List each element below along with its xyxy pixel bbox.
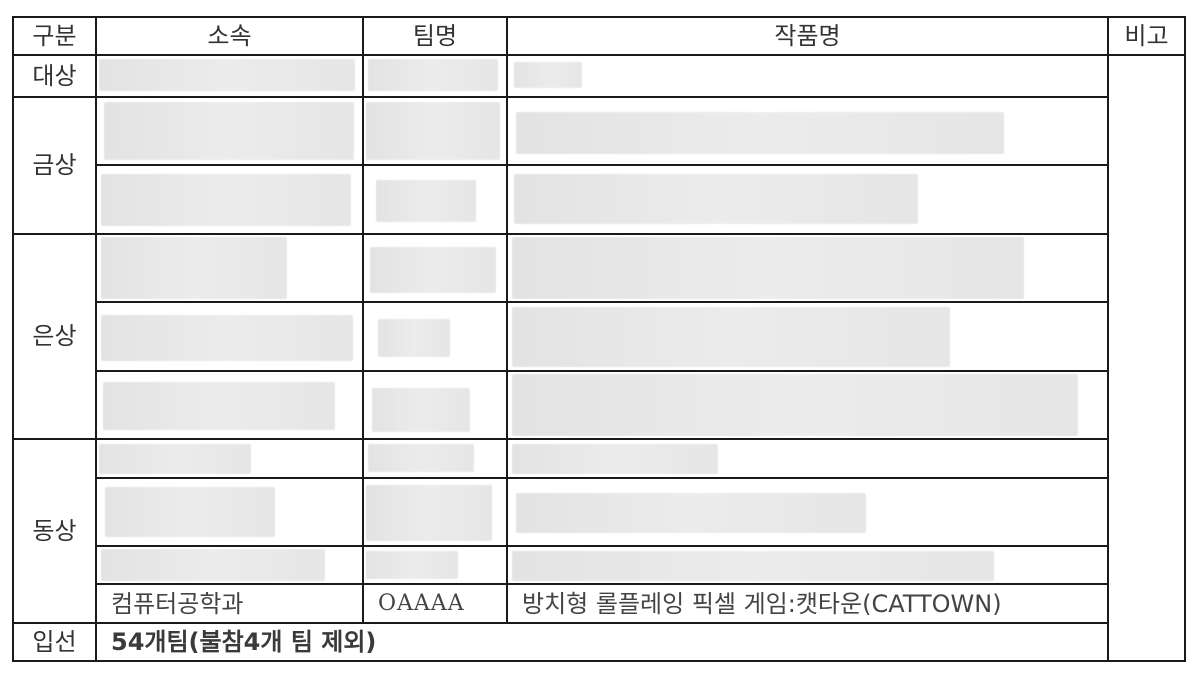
team-cell <box>362 545 508 586</box>
rank-silver: 은상 <box>12 232 97 441</box>
rank-grand: 대상 <box>12 54 97 98</box>
award-results-table: 구분 소속 팀명 작품명 비고 대상 금상 은상 <box>12 15 1186 663</box>
team-text: OAAAA <box>378 590 465 616</box>
work-cell <box>506 545 1109 586</box>
work-cell <box>506 95 1109 167</box>
header-note: 비고 <box>1107 15 1186 57</box>
header-team: 팀명 <box>362 15 508 57</box>
redacted-block <box>512 551 994 582</box>
table-row <box>13 164 1185 235</box>
affiliation-cell <box>95 369 364 441</box>
table-row <box>13 476 1185 548</box>
work-cell <box>506 164 1109 235</box>
affiliation-cell <box>95 164 364 235</box>
affiliation-cell <box>95 54 364 98</box>
redacted-block <box>101 236 287 299</box>
affiliation-cell <box>95 232 364 304</box>
rank-bronze: 동상 <box>12 438 97 624</box>
redacted-block <box>103 381 335 430</box>
team-cell <box>362 164 508 235</box>
redacted-block <box>368 59 498 92</box>
note-cell <box>1107 54 1186 662</box>
work-cell <box>506 54 1109 98</box>
redacted-block <box>366 551 458 580</box>
redacted-block <box>99 444 251 475</box>
affiliation-cell <box>95 95 364 167</box>
redacted-block <box>512 307 950 368</box>
work-cell <box>506 438 1109 479</box>
team-cell <box>362 301 508 372</box>
redacted-block <box>105 486 275 537</box>
table-row: 은상 <box>12 232 1185 441</box>
header-category: 구분 <box>12 15 97 57</box>
affiliation-text: 컴퓨터공학과 <box>111 589 244 618</box>
redacted-block <box>368 444 474 473</box>
affiliation-cell <box>95 545 364 586</box>
redacted-block <box>514 174 918 225</box>
redacted-block <box>101 315 353 362</box>
table-row: 컴퓨터공학과 OAAAA 방치형 롤플레잉 픽셀 게임:캣타운(CATTOWN) <box>13 583 1185 624</box>
redacted-block <box>101 549 325 582</box>
entry-summary-text: 54개팀(불참4개 팀 제외) <box>111 627 377 656</box>
header-row: 구분 소속 팀명 작품명 비고 <box>12 15 1186 57</box>
header-work: 작품명 <box>506 15 1109 57</box>
entry-summary-cell: 54개팀(불참4개 팀 제외) <box>95 621 1109 663</box>
affiliation-cell: 컴퓨터공학과 <box>95 583 364 624</box>
team-cell <box>362 54 508 98</box>
rank-entry: 입선 <box>12 621 97 663</box>
redacted-block <box>514 62 582 89</box>
affiliation-cell <box>95 476 364 548</box>
redacted-block <box>366 101 500 160</box>
redacted-block <box>512 373 1078 436</box>
work-title-text: 방치형 롤플레잉 픽셀 게임:캣타운(CATTOWN) <box>522 589 1002 618</box>
redacted-block <box>512 444 718 475</box>
rank-gold: 금상 <box>12 95 97 235</box>
redacted-block <box>99 59 355 92</box>
work-cell <box>506 232 1109 304</box>
team-cell <box>362 95 508 167</box>
redacted-block <box>516 111 1004 154</box>
redacted-block <box>516 492 866 533</box>
work-cell: 방치형 롤플레잉 픽셀 게임:캣타운(CATTOWN) <box>506 583 1109 624</box>
redacted-block <box>512 236 1024 299</box>
work-cell <box>506 301 1109 372</box>
team-cell <box>362 476 508 548</box>
affiliation-cell <box>95 301 364 372</box>
redacted-block <box>101 174 351 227</box>
redacted-block <box>376 180 476 223</box>
redacted-block <box>370 246 496 293</box>
redacted-block <box>372 387 470 432</box>
redacted-block <box>378 319 450 358</box>
team-cell <box>362 369 508 441</box>
table-row <box>13 369 1185 441</box>
redacted-block <box>366 484 492 541</box>
table-row: 금상 <box>12 95 1185 235</box>
table-row: 동상 <box>12 438 1185 624</box>
header-affiliation: 소속 <box>95 15 364 57</box>
table-row: 대상 <box>12 54 1186 662</box>
work-cell <box>506 476 1109 548</box>
table-row <box>13 301 1185 372</box>
team-cell: OAAAA <box>362 583 508 624</box>
team-cell <box>362 232 508 304</box>
team-cell <box>362 438 508 479</box>
work-cell <box>506 369 1109 441</box>
affiliation-cell <box>95 438 364 479</box>
table-row: 입선 54개팀(불참4개 팀 제외) <box>12 621 1185 663</box>
table-row <box>13 545 1185 586</box>
redacted-block <box>104 101 354 160</box>
